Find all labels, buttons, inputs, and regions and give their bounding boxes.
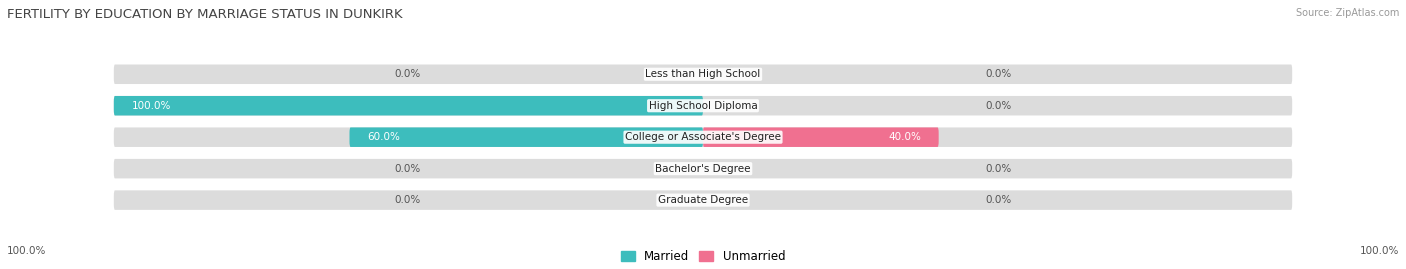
- Text: 0.0%: 0.0%: [394, 164, 420, 174]
- Text: 60.0%: 60.0%: [367, 132, 401, 142]
- Text: FERTILITY BY EDUCATION BY MARRIAGE STATUS IN DUNKIRK: FERTILITY BY EDUCATION BY MARRIAGE STATU…: [7, 8, 402, 21]
- Text: High School Diploma: High School Diploma: [648, 101, 758, 111]
- Text: Graduate Degree: Graduate Degree: [658, 195, 748, 205]
- FancyBboxPatch shape: [114, 128, 1292, 147]
- FancyBboxPatch shape: [703, 128, 939, 147]
- Text: 40.0%: 40.0%: [889, 132, 921, 142]
- Text: College or Associate's Degree: College or Associate's Degree: [626, 132, 780, 142]
- FancyBboxPatch shape: [114, 96, 703, 115]
- Text: 0.0%: 0.0%: [394, 69, 420, 79]
- Text: 0.0%: 0.0%: [986, 69, 1012, 79]
- Legend: Married, Unmarried: Married, Unmarried: [616, 246, 790, 268]
- Text: Bachelor's Degree: Bachelor's Degree: [655, 164, 751, 174]
- FancyBboxPatch shape: [114, 159, 1292, 178]
- Text: Source: ZipAtlas.com: Source: ZipAtlas.com: [1295, 8, 1399, 18]
- FancyBboxPatch shape: [114, 190, 1292, 210]
- Text: Less than High School: Less than High School: [645, 69, 761, 79]
- FancyBboxPatch shape: [114, 65, 1292, 84]
- Text: 100.0%: 100.0%: [7, 246, 46, 256]
- Text: 100.0%: 100.0%: [1360, 246, 1399, 256]
- FancyBboxPatch shape: [114, 96, 1292, 115]
- Text: 0.0%: 0.0%: [986, 101, 1012, 111]
- Text: 0.0%: 0.0%: [986, 164, 1012, 174]
- FancyBboxPatch shape: [350, 128, 703, 147]
- Text: 100.0%: 100.0%: [132, 101, 172, 111]
- Text: 0.0%: 0.0%: [394, 195, 420, 205]
- Text: 0.0%: 0.0%: [986, 195, 1012, 205]
